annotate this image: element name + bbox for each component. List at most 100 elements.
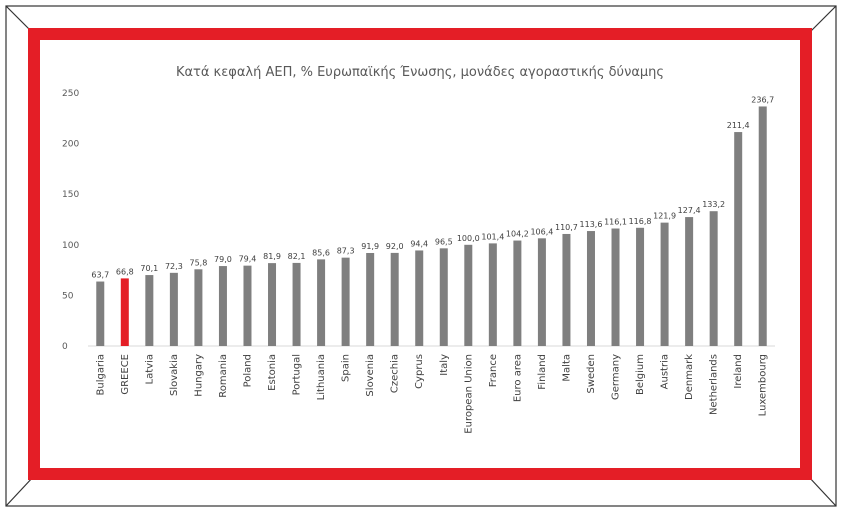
data-label: 106,4 <box>530 227 553 236</box>
x-tick-label: Slovenia <box>365 354 376 397</box>
bars <box>96 106 767 347</box>
x-tick-label: Finland <box>537 354 548 390</box>
x-tick-label: Netherlands <box>709 354 720 415</box>
data-label: 72,3 <box>165 262 183 271</box>
chart-title: Κατά κεφαλή ΑΕΠ, % Ευρωπαϊκής Ένωσης, μο… <box>176 65 664 80</box>
x-tick-label: Germany <box>611 354 622 400</box>
data-label: 81,9 <box>263 252 281 261</box>
bar-czechia <box>390 252 399 346</box>
frame-corner-line <box>5 475 35 507</box>
x-tick-label: Bulgaria <box>95 354 106 395</box>
data-label: 113,6 <box>580 220 603 229</box>
x-tick-label: Romania <box>218 354 229 398</box>
x-tick-label: Belgium <box>635 354 646 395</box>
x-tick-label: Sweden <box>586 354 597 394</box>
data-label: 91,9 <box>361 242 379 251</box>
bar-luxembourg <box>758 106 767 347</box>
data-label: 236,7 <box>751 95 774 104</box>
y-tick-label: 250 <box>62 89 79 99</box>
bar-austria <box>660 222 669 346</box>
bar-lithuania <box>317 259 326 346</box>
bar-latvia <box>145 275 154 346</box>
data-label: 79,4 <box>239 255 257 264</box>
x-tick-label: Lithuania <box>316 354 327 400</box>
x-tick-label: Portugal <box>292 354 303 395</box>
y-tick-label: 0 <box>62 342 68 352</box>
bar-slovakia <box>169 272 178 346</box>
bar-slovenia <box>366 252 375 346</box>
bar-portugal <box>292 262 301 346</box>
data-label: 66,8 <box>116 267 134 276</box>
bar-estonia <box>268 263 277 346</box>
x-tick-label: Denmark <box>684 354 695 400</box>
data-label: 63,7 <box>91 271 109 280</box>
data-label: 79,0 <box>214 255 232 264</box>
data-label: 116,8 <box>629 217 652 226</box>
frame-corner-line <box>807 5 837 35</box>
x-tick-label: Latvia <box>144 354 155 384</box>
x-tick-label: Austria <box>660 354 671 389</box>
y-tick-label: 200 <box>62 140 79 150</box>
bar-netherlands <box>709 211 718 346</box>
data-label: 82,1 <box>288 252 306 261</box>
data-label: 92,0 <box>386 242 404 251</box>
bar-france <box>488 243 497 346</box>
x-axis: Bulgaria GREECE Latvia Slovakia Hungary Roman… <box>95 354 768 434</box>
x-tick-label: GREECE <box>120 354 131 395</box>
data-label: 87,3 <box>337 247 355 256</box>
frame-corner-line <box>807 475 837 507</box>
bar-italy <box>439 248 448 346</box>
bar-malta <box>562 233 571 346</box>
bar-germany <box>611 228 620 346</box>
y-tick-label: 50 <box>62 291 74 301</box>
x-tick-label: Cyprus <box>414 354 425 389</box>
bar-chart: Κατά κεφαλή ΑΕΠ, % Ευρωπαϊκής Ένωσης, μο… <box>62 65 775 434</box>
x-tick-label: Slovakia <box>169 354 180 396</box>
frame-border <box>5 5 837 507</box>
x-tick-label: France <box>488 354 499 387</box>
bar-spain <box>341 257 350 346</box>
chart-panel: Κατά κεφαλή ΑΕΠ, % Ευρωπαϊκής Ένωσης, μο… <box>40 40 800 468</box>
bar-finland <box>537 238 546 346</box>
x-tick-label: Estonia <box>267 354 278 391</box>
data-labels: 63,7 66,8 70,1 72,3 75,8 79,0 79,4 81,9 82,1 85,6… <box>91 95 774 279</box>
data-label: 110,7 <box>555 223 578 232</box>
bar-hungary <box>194 269 203 346</box>
data-label: 100,0 <box>457 234 480 243</box>
data-label: 121,9 <box>653 212 676 221</box>
data-label: 211,4 <box>727 121 750 130</box>
y-axis: 0 50 100 150 200 250 <box>62 89 775 352</box>
x-tick-label: Italy <box>439 354 450 376</box>
bar-ireland <box>734 132 743 346</box>
bar-euro-area <box>513 240 522 346</box>
bar-sweden <box>586 231 595 346</box>
data-label: 85,6 <box>312 248 330 257</box>
x-tick-label: Euro area <box>512 354 523 402</box>
bar-bulgaria <box>96 281 105 346</box>
y-tick-label: 150 <box>62 190 79 200</box>
bar-romania <box>218 266 227 346</box>
x-tick-label: Czechia <box>390 354 401 393</box>
x-tick-label: Spain <box>341 354 352 382</box>
bar-european-union <box>464 244 473 346</box>
data-label: 116,1 <box>604 218 627 227</box>
data-label: 101,4 <box>481 232 504 241</box>
data-label: 70,1 <box>140 264 158 273</box>
x-tick-label: European Union <box>463 354 474 434</box>
x-tick-label: Poland <box>242 354 253 387</box>
bar-poland <box>243 265 252 346</box>
data-label: 104,2 <box>506 230 529 239</box>
data-label: 96,5 <box>435 237 453 246</box>
x-tick-label: Luxembourg <box>758 354 769 416</box>
bar-greece <box>120 278 129 346</box>
bar-belgium <box>636 227 645 346</box>
data-label: 127,4 <box>678 206 701 215</box>
y-tick-label: 100 <box>62 241 79 251</box>
x-tick-label: Hungary <box>193 354 204 397</box>
data-label: 133,2 <box>702 200 725 209</box>
bar-cyprus <box>415 250 424 346</box>
x-tick-label: Malta <box>561 354 572 382</box>
bar-denmark <box>685 217 694 346</box>
data-label: 94,4 <box>410 239 428 248</box>
data-label: 75,8 <box>190 258 208 267</box>
